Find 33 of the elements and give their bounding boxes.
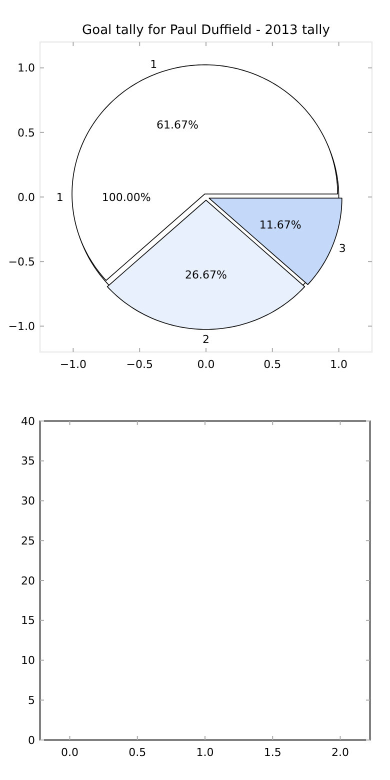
- y-tick-label: −1.0: [8, 320, 35, 334]
- y-tick-label: 10: [21, 654, 35, 668]
- y-tick-label: 5: [28, 694, 35, 707]
- x-tick-label: 0.0: [61, 746, 79, 759]
- slice-label: 1: [56, 190, 64, 204]
- data-label: 100.00%: [102, 190, 151, 204]
- y-tick-label: 1.0: [18, 62, 35, 75]
- slice-label: 2: [202, 332, 210, 346]
- data-label: 26.67%: [185, 268, 227, 282]
- x-tick-label: 2.0: [331, 746, 349, 759]
- y-tick-label: 0.5: [18, 126, 35, 140]
- y-tick-label: 40: [21, 414, 35, 428]
- slice-label: 1: [150, 58, 158, 72]
- slice-label: 3: [338, 242, 346, 255]
- x-tick-label: 1.0: [330, 358, 348, 371]
- x-tick-label: 0.0: [197, 358, 215, 371]
- y-tick-label: 0.0: [18, 190, 35, 204]
- x-tick-label: 0.5: [128, 746, 146, 759]
- y-tick-label: 25: [21, 534, 35, 548]
- data-label: 11.67%: [259, 218, 302, 232]
- x-tick-label: 1.0: [196, 746, 214, 759]
- data-label: 61.67%: [156, 118, 198, 132]
- x-tick-label: 1.5: [264, 746, 282, 759]
- x-tick-label: −0.5: [126, 358, 153, 371]
- y-tick-label: 20: [21, 574, 35, 588]
- x-tick-label: 0.5: [264, 358, 282, 371]
- y-tick-label: 35: [21, 454, 35, 468]
- y-tick-label: −0.5: [8, 255, 35, 268]
- chart-title: Goal tally for Paul Duffield - 2013 tally: [82, 23, 330, 38]
- x-tick-label: −1.0: [60, 358, 87, 371]
- y-tick-label: 0: [28, 734, 35, 747]
- y-tick-label: 15: [21, 614, 35, 628]
- y-tick-label: 30: [21, 494, 35, 508]
